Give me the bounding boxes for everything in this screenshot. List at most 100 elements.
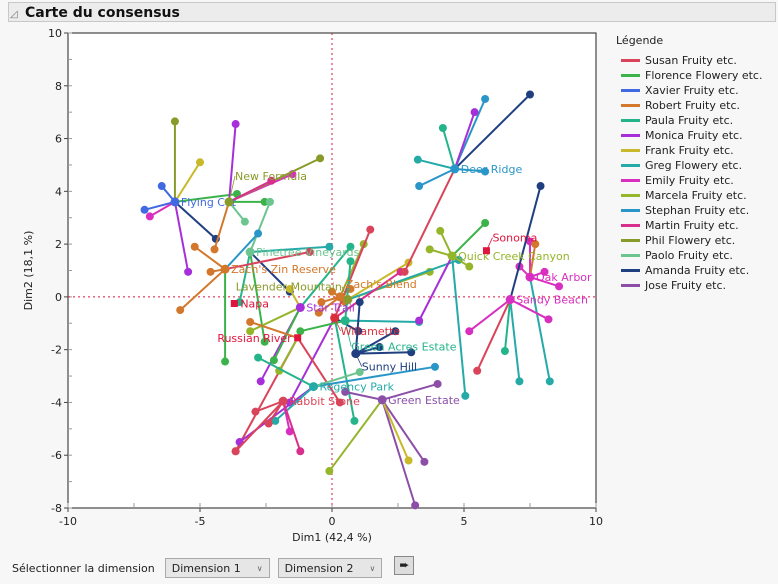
legend-item[interactable]: Jose Fruity etc. [621, 278, 762, 293]
chevron-down-icon: ∨ [256, 563, 263, 573]
assessor-point [515, 377, 524, 386]
product-label: Green Acres Estate [351, 341, 457, 354]
legend-swatch [621, 89, 640, 92]
assessor-spoke [224, 232, 259, 270]
assessor-spoke [300, 319, 346, 333]
assessor-point [425, 245, 434, 254]
product-label: Sandy Beach [516, 294, 588, 307]
legend-label: Amanda Fruity etc. [645, 264, 750, 277]
legend-swatch [621, 164, 640, 167]
consensus-point [170, 197, 180, 207]
product-label: Rabbit Stone [289, 395, 360, 408]
legend-item[interactable]: Susan Fruity etc. [621, 53, 762, 68]
legend-item[interactable]: Robert Fruity etc. [621, 98, 762, 113]
assessor-spoke [403, 168, 456, 273]
consensus-point [447, 251, 457, 261]
legend-item[interactable]: Paula Fruity etc. [621, 113, 762, 128]
legend-item[interactable]: Emily Fruity etc. [621, 173, 762, 188]
assessor-spoke [355, 351, 412, 355]
legend-swatch [621, 269, 640, 272]
product-label: Pinetree Vineyards [256, 246, 359, 259]
assessor-point [328, 287, 336, 296]
legend-item[interactable]: Florence Flowery etc. [621, 68, 762, 83]
assessor-point [140, 205, 149, 214]
consensus-point [377, 395, 387, 405]
assessor-point [267, 176, 276, 185]
legend-item[interactable]: Marcela Fruity etc. [621, 188, 762, 203]
assessor-spoke [333, 317, 356, 422]
legend-item[interactable]: Paolo Fruity etc. [621, 248, 762, 263]
consensus-point [343, 295, 353, 305]
legend-label: Emily Fruity etc. [645, 174, 734, 187]
assessor-spoke [509, 298, 549, 321]
product-label: Zach's Zin Reserve [231, 263, 336, 276]
assessor-spoke [503, 299, 512, 352]
assessor-spoke [347, 259, 460, 301]
assessor-spoke [278, 337, 299, 372]
legend-swatch [621, 104, 640, 107]
product-label: Flying Cat [181, 196, 237, 209]
legend-item[interactable]: Phil Flowery etc. [621, 233, 762, 248]
assessor-spoke [333, 229, 372, 319]
assessor-point [415, 182, 424, 191]
consensus-point [450, 164, 460, 174]
assessor-point [400, 267, 409, 276]
assessor-point [404, 456, 413, 465]
section-header[interactable]: ◿ Carte du consensus [8, 2, 776, 22]
legend-label: Frank Fruity etc. [645, 144, 734, 157]
legend-item[interactable]: Frank Fruity etc. [621, 143, 762, 158]
assessor-point [317, 298, 326, 307]
legend-item[interactable]: Martin Fruity etc. [621, 218, 762, 233]
legend-item[interactable]: Amanda Fruity etc. [621, 263, 762, 278]
assessor-spoke [344, 390, 383, 401]
assessor-spoke [313, 365, 436, 388]
legend-swatch [621, 194, 640, 197]
legend-item[interactable]: Greg Flowery etc. [621, 158, 762, 173]
assessor-point [350, 416, 359, 425]
data-layer: Flying Cat New Formula Pinetree Vineyards Z… [140, 90, 592, 510]
legend-swatch [621, 254, 640, 257]
assessor-spoke [194, 245, 226, 270]
assessor-spoke [234, 400, 284, 452]
consensus-point [220, 264, 230, 274]
dimension-controls: Sélectionner la dimension Dimension 1 ∨ D… [12, 555, 415, 578]
legend-swatch [621, 59, 640, 62]
legend-item[interactable]: Xavier Fruity etc. [621, 83, 762, 98]
legend-label: Robert Fruity etc. [645, 99, 740, 112]
assessor-spoke [451, 255, 467, 396]
assessor-point [413, 155, 422, 164]
apply-button[interactable]: ➨ [394, 555, 415, 575]
assessor-point [461, 391, 470, 400]
legend-item[interactable]: Stephan Fruity etc. [621, 203, 762, 218]
y-tick-label: 10 [48, 27, 62, 40]
legend-swatch [621, 284, 640, 287]
assessor-spoke [453, 111, 476, 170]
assessor-point [540, 267, 549, 276]
assessor-point [545, 377, 554, 386]
dimension-y-select[interactable]: Dimension 2 ∨ [277, 558, 383, 578]
assessor-spoke [213, 201, 230, 250]
assessor-point [433, 379, 442, 388]
consensus-point [330, 313, 340, 323]
dimension-x-select[interactable]: Dimension 1 ∨ [164, 558, 270, 578]
disclosure-triangle-icon[interactable]: ◿ [10, 9, 18, 20]
assessor-spoke [144, 200, 176, 211]
assessor-point [254, 353, 263, 362]
legend-item[interactable]: Monica Fruity etc. [621, 128, 762, 143]
assessor-point [285, 284, 294, 293]
assessor-spoke [354, 302, 361, 354]
product-label: New Formula [235, 170, 307, 183]
assessor-spoke [149, 201, 176, 218]
assessor-spoke [345, 319, 420, 323]
chevron-down-icon: ∨ [369, 563, 376, 573]
assessor-spoke [454, 167, 486, 173]
assessor-point [438, 124, 447, 132]
assessor-spoke [328, 399, 383, 472]
y-axis-label: Dim2 (18,1 %) [22, 231, 35, 311]
assessor-point [473, 366, 482, 375]
assessor-point [260, 337, 269, 346]
assessor-spoke [529, 276, 560, 288]
assessor-point [264, 419, 273, 428]
product-label: Sonoma [492, 232, 537, 245]
assessor-point [246, 327, 255, 336]
